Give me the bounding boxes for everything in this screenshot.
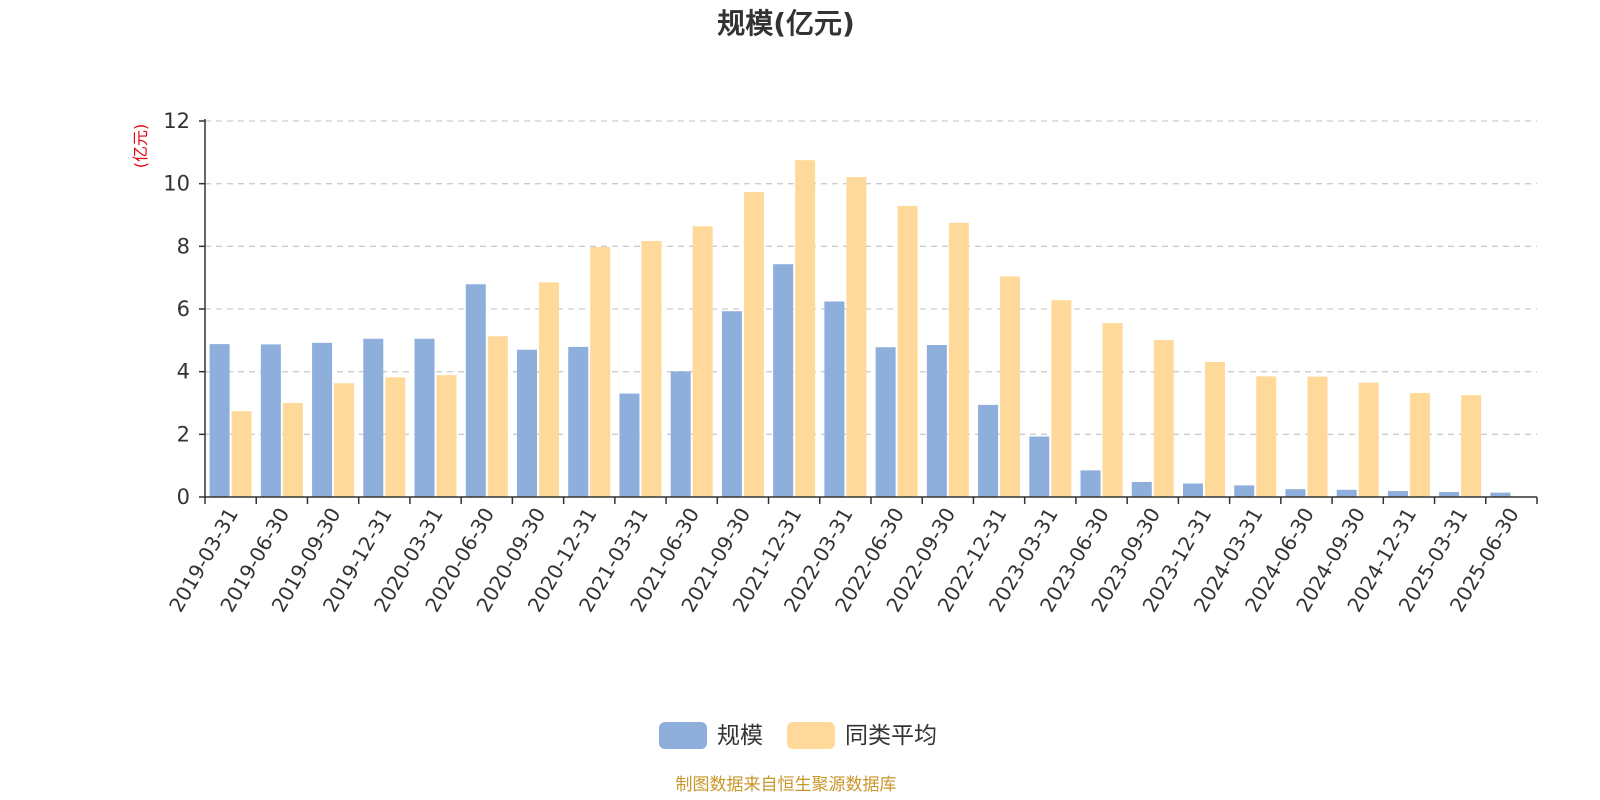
bar-peer-average — [692, 226, 713, 497]
bar-peer-average — [436, 375, 457, 497]
y-tick-label: 10 — [163, 172, 190, 196]
bar-peer-average — [1461, 395, 1482, 497]
bar-peer-average — [948, 222, 969, 498]
bar-scale — [824, 301, 845, 497]
chart-title: 规模(亿元) — [717, 7, 855, 40]
y-tick-label: 6 — [177, 297, 190, 321]
bar-scale — [363, 338, 384, 497]
bar-scale — [1439, 491, 1460, 497]
bar-scale — [1131, 481, 1152, 497]
bar-scale — [1234, 485, 1255, 497]
bar-peer-average — [334, 383, 355, 497]
bar-scale — [1387, 491, 1408, 497]
bar-peer-average — [1256, 376, 1277, 497]
bar-scale — [978, 404, 999, 497]
bar-peer-average — [539, 282, 559, 497]
bar-peer-average — [1102, 323, 1123, 497]
y-tick-label: 2 — [177, 422, 190, 446]
bar-peer-average — [743, 192, 764, 498]
bar-scale — [721, 311, 742, 497]
bar-scale — [517, 349, 537, 497]
legend-swatch — [787, 722, 835, 749]
bar-scale — [312, 342, 333, 497]
bar-peer-average — [795, 160, 816, 497]
bar-scale — [926, 345, 947, 497]
bar-peer-average — [1153, 340, 1174, 497]
bar-scale — [619, 393, 640, 497]
bar-scale — [1490, 492, 1511, 497]
bar-peer-average — [1000, 276, 1021, 497]
legend-label: 同类平均 — [845, 723, 937, 749]
bar-scale — [568, 346, 589, 497]
data-source-note: 制图数据来自恒生聚源数据库 — [676, 775, 897, 795]
bar-scale — [1029, 436, 1050, 497]
bar-scale — [1183, 483, 1203, 497]
legend-swatch — [659, 722, 707, 749]
legend-label: 规模 — [717, 723, 763, 749]
bar-peer-average — [846, 177, 867, 497]
y-axis-unit-label: (亿元) — [131, 124, 150, 169]
bar-peer-average — [897, 205, 918, 497]
bar-peer-average — [590, 246, 611, 497]
bar-peer-average — [231, 411, 252, 497]
y-tick-labels: 0 2 4 6 8 10 12 — [163, 109, 190, 509]
y-tick-label: 8 — [177, 234, 190, 258]
bar-peer-average — [1409, 392, 1430, 497]
bar-scale — [209, 344, 230, 497]
bar-scale — [773, 264, 794, 497]
bar-scale — [414, 338, 435, 497]
bar-scale — [465, 284, 486, 497]
bars — [209, 160, 1511, 498]
bar-peer-average — [641, 241, 662, 497]
bar-peer-average — [282, 403, 303, 497]
bar-peer-average — [1051, 300, 1072, 497]
y-tick-label: 0 — [177, 485, 190, 509]
legend: 规模 同类平均 — [659, 722, 937, 749]
bar-scale — [670, 371, 691, 497]
y-tick-label: 12 — [163, 109, 190, 133]
bar-peer-average — [385, 377, 406, 497]
y-tick-label: 4 — [177, 360, 190, 384]
bar-peer-average — [1307, 376, 1328, 497]
bar-peer-average — [1358, 382, 1379, 497]
bar-peer-average — [487, 336, 508, 497]
x-tick-labels: 2019-03-312019-06-302019-09-302019-12-31… — [164, 504, 1524, 617]
bar-scale — [1080, 470, 1101, 497]
bar-peer-average — [1205, 361, 1225, 497]
bar-scale — [260, 344, 281, 497]
bar-scale — [1285, 489, 1306, 497]
bar-scale — [875, 347, 896, 497]
bar-scale — [1336, 489, 1357, 497]
axes — [199, 119, 1538, 504]
